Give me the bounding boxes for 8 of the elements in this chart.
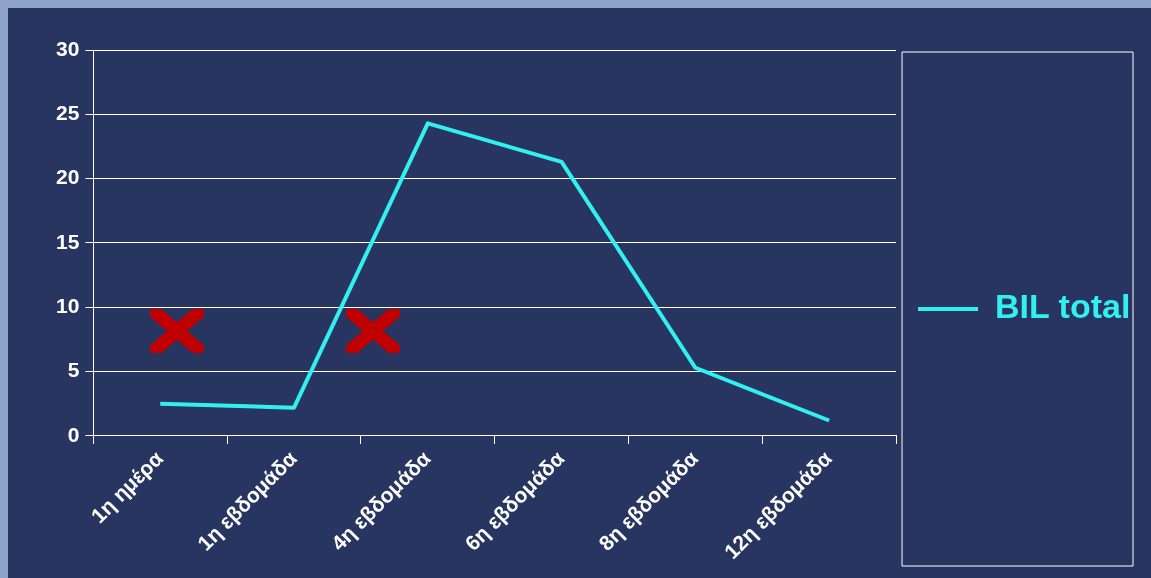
y-tick-label: 25: [56, 101, 80, 125]
y-tick-label: 30: [56, 36, 80, 60]
y-tick-label: 15: [56, 229, 80, 253]
y-tick-label: 0: [67, 422, 80, 446]
y-tick-label: 5: [67, 358, 80, 382]
legend-label: BIL total: [995, 287, 1131, 326]
y-tick-label: 10: [56, 294, 80, 318]
y-tick-label: 20: [56, 165, 80, 189]
